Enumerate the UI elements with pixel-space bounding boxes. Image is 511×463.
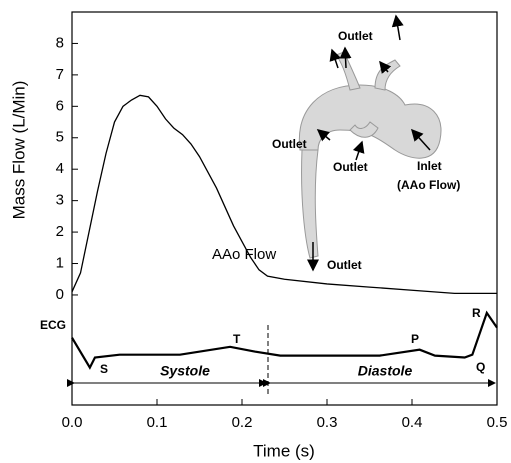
series-label: ECG <box>40 318 66 332</box>
annotation: Outlet <box>272 137 307 151</box>
y-tick-label: 4 <box>56 160 64 177</box>
y-tick-label: 7 <box>56 66 64 83</box>
x-tick-label: 0.3 <box>317 414 338 431</box>
x-tick-label: 0.5 <box>487 414 508 431</box>
series-line <box>71 310 498 370</box>
y-tick-label: 5 <box>56 129 64 146</box>
aorta-illustration <box>298 51 442 259</box>
series-line <box>71 94 497 295</box>
aorta-arrows <box>307 14 431 272</box>
annotation: T <box>233 332 241 346</box>
annotation: Inlet <box>417 159 442 173</box>
x-axis-label: Time (s) <box>253 441 315 460</box>
y-tick-label: 1 <box>56 254 64 271</box>
annotation: S <box>100 362 108 376</box>
y-tick-label: 0 <box>56 286 64 303</box>
y-tick-label: 2 <box>56 223 64 240</box>
x-tick-label: 0.2 <box>232 414 253 431</box>
annotation: Outlet <box>333 160 368 174</box>
x-tick-label: 0.1 <box>147 414 168 431</box>
series-label: AAo Flow <box>212 246 276 263</box>
x-tick-label: 0.4 <box>402 414 423 431</box>
y-tick-label: 3 <box>56 192 64 209</box>
y-tick-label: 6 <box>56 97 64 114</box>
annotation: Q <box>476 360 485 374</box>
y-axis-label: Mass Flow (L/Min) <box>9 81 28 220</box>
annotation: (AAo Flow) <box>397 178 460 192</box>
annotation: P <box>411 332 419 346</box>
annotation: Outlet <box>338 29 373 43</box>
x-tick-label: 0.0 <box>62 414 83 431</box>
y-tick-label: 8 <box>56 34 64 51</box>
annotation: Systole <box>160 363 210 379</box>
plot-frame <box>71 11 498 406</box>
annotation: Outlet <box>327 258 362 272</box>
annotation: R <box>472 306 481 320</box>
annotation: Diastole <box>358 363 413 379</box>
